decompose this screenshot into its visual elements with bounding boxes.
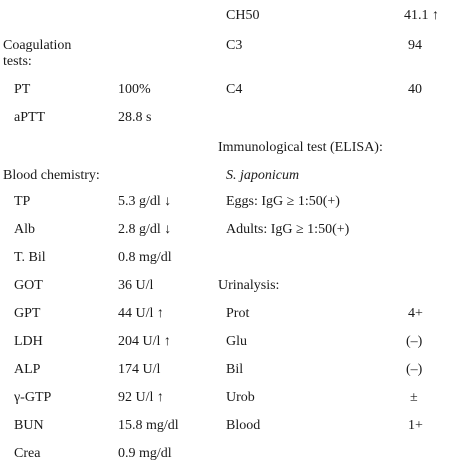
urin-value-urob: ± [410,390,418,405]
chem-name-crea: Crea [14,446,41,461]
complement-value-ch50: 41.1 ↑ [404,8,439,23]
chem-name-got: GOT [14,278,43,293]
coag-value-pt: 100% [118,82,151,97]
complement-name-c4: C4 [226,82,243,97]
urin-value-blood: 1+ [408,418,423,433]
urinalysis-heading: Urinalysis: [218,278,280,293]
urin-name-glu: Glu [226,334,247,349]
urin-value-prot: 4+ [408,306,423,321]
chem-value-alb: 2.8 g/dl ↓ [118,222,172,237]
chem-name-gpt: GPT [14,306,41,321]
immunological-species: S. japonicum [226,168,300,183]
coag-name-pt: PT [14,82,31,97]
chem-name-bun: BUN [14,418,44,433]
chem-name-alb: Alb [14,222,35,237]
urin-name-urob: Urob [226,390,255,405]
chem-value-bun: 15.8 mg/dl [118,418,179,433]
chem-value-got: 36 U/l [118,278,154,293]
coagulation-heading-line1: Coagulation [3,38,72,53]
chem-name-tbil: T. Bil [14,250,46,265]
chem-name-ggtp: γ-GTP [14,390,52,405]
coagulation-heading-line2: tests: [3,54,32,69]
complement-value-c4: 40 [408,82,422,97]
chem-value-gpt: 44 U/l ↑ [118,306,164,321]
chem-value-ggtp: 92 U/l ↑ [118,390,164,405]
coag-name-aptt: aPTT [14,110,46,125]
chem-name-ldh: LDH [14,334,43,349]
chem-value-tbil: 0.8 mg/dl [118,250,172,265]
immunological-heading: Immunological test (ELISA): [218,140,383,155]
urin-value-bil: (–) [406,362,423,377]
urin-name-bil: Bil [226,362,244,377]
immunological-eggs: Eggs: IgG ≥ 1:50(+) [226,194,340,209]
complement-name-c3: C3 [226,38,243,53]
chem-value-tp: 5.3 g/dl ↓ [118,194,172,209]
complement-name-ch50: CH50 [226,8,260,23]
chem-name-tp: TP [14,194,31,209]
chem-value-ldh: 204 U/l ↑ [118,334,171,349]
urin-value-glu: (–) [406,334,423,349]
complement-value-c3: 94 [408,38,422,53]
chem-name-alp: ALP [14,362,41,377]
urin-name-blood: Blood [226,418,261,433]
immunological-adults: Adults: IgG ≥ 1:50(+) [226,222,350,237]
chem-value-crea: 0.9 mg/dl [118,446,172,461]
blood-chemistry-heading: Blood chemistry: [3,168,100,183]
chem-value-alp: 174 U/l [118,362,161,377]
urin-name-prot: Prot [226,306,250,321]
coag-value-aptt: 28.8 s [118,110,152,125]
